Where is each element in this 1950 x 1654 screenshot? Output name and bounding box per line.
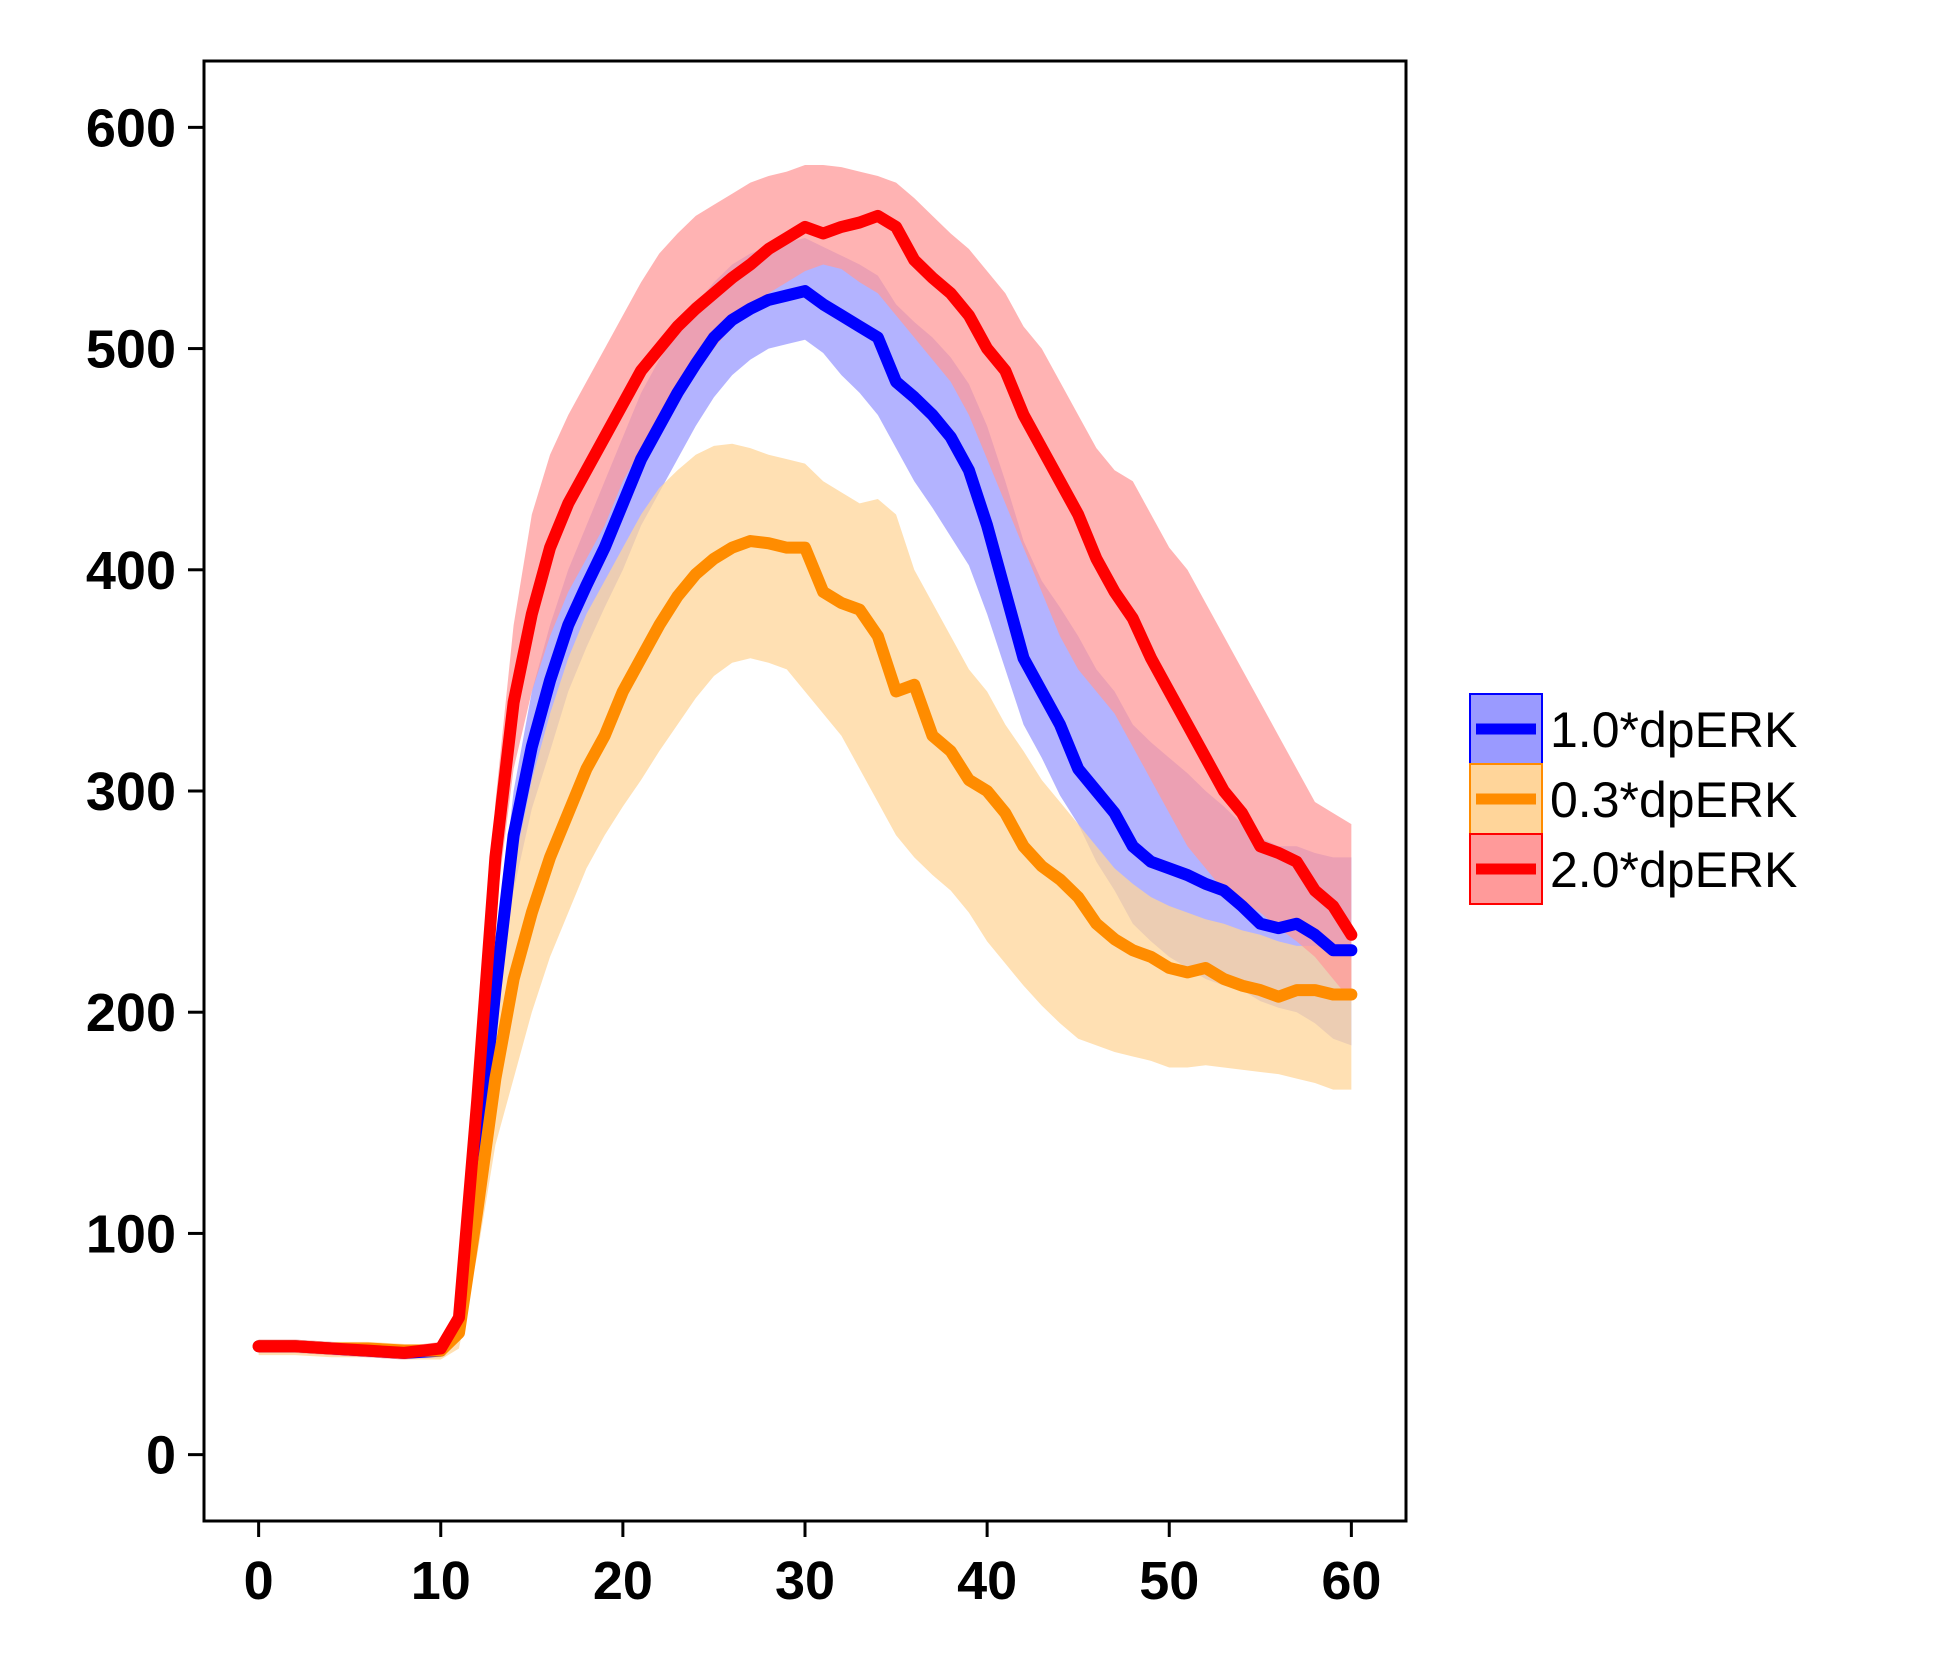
- x-tick-label: 40: [957, 1551, 1017, 1611]
- band-1-0-dperk: [258, 237, 1352, 1360]
- legend: 1.0*dpERK 0.3*dpERK 2.0*dpERK: [1469, 693, 1797, 905]
- y-tick-label: 200: [86, 983, 176, 1043]
- line-2-0-dperk: [252, 209, 1358, 1359]
- x-tick-label: 60: [1321, 1551, 1381, 1611]
- x-tick-label: 30: [775, 1551, 835, 1611]
- x-tick-label: 20: [593, 1551, 653, 1611]
- x-axis: 0 10 20 30 40 50 60: [244, 1521, 1381, 1611]
- x-tick-label: 50: [1139, 1551, 1199, 1611]
- line-0-3-dperk: [252, 535, 1358, 1357]
- x-tick-label: 0: [244, 1551, 274, 1611]
- confidence-bands: [258, 164, 1352, 1360]
- x-tick-label: 10: [411, 1551, 471, 1611]
- y-tick-label: 0: [146, 1426, 176, 1486]
- line-1-0-dperk: [252, 285, 1358, 1359]
- band-0-3-dperk: [258, 443, 1352, 1360]
- series-lines: [252, 209, 1358, 1359]
- y-tick-label: 300: [86, 762, 176, 822]
- y-tick-label: 500: [86, 320, 176, 380]
- legend-label-1-0-dperk: 1.0*dpERK: [1550, 702, 1797, 758]
- y-axis: 0 100 200 300 400 500 600: [86, 98, 204, 1486]
- legend-label-2-0-dperk: 2.0*dpERK: [1550, 842, 1797, 898]
- y-tick-label: 400: [86, 541, 176, 601]
- legend-label-0-3-dperk: 0.3*dpERK: [1550, 772, 1797, 828]
- band-2-0-dperk: [258, 164, 1352, 1360]
- y-tick-label: 600: [86, 98, 176, 158]
- y-tick-label: 100: [86, 1204, 176, 1264]
